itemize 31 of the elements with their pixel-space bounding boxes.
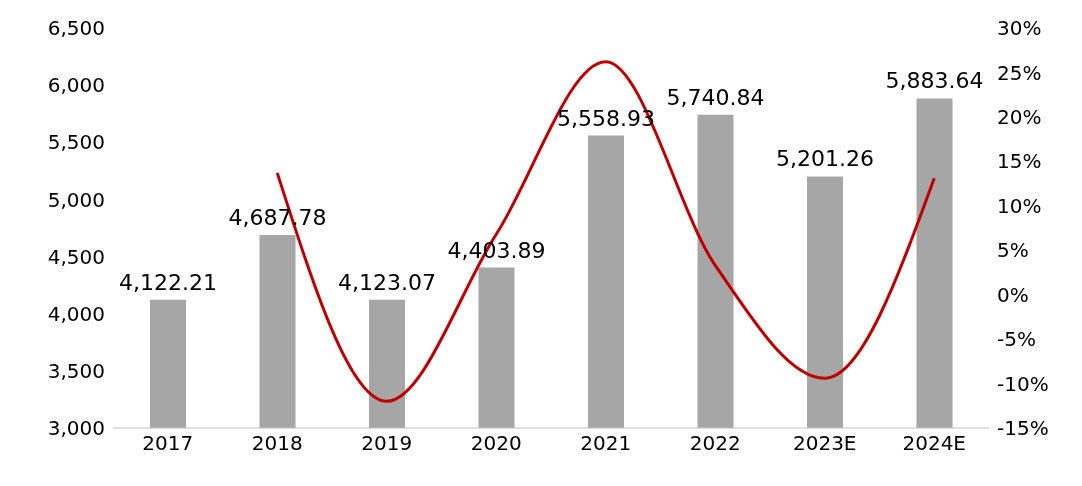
- y2-tick-label: 15%: [997, 149, 1042, 174]
- y2-tick-label: 0%: [997, 282, 1029, 307]
- y-tick-label: 4,000: [47, 301, 105, 326]
- y2-tick-label: 5%: [997, 238, 1029, 263]
- data-label: 4,122.21: [119, 269, 217, 295]
- y-tick-label: 3,000: [47, 416, 105, 441]
- y2-tick-label: -5%: [997, 327, 1036, 352]
- y2-tick-label: -10%: [997, 371, 1049, 396]
- x-tick-label: 2022: [689, 431, 741, 456]
- x-tick-label: 2017: [142, 431, 194, 456]
- data-label: 5,883.64: [885, 68, 984, 94]
- y-tick-label: 5,500: [47, 130, 105, 155]
- y-tick-label: 3,500: [47, 358, 105, 383]
- y2-tick-label: 30%: [997, 16, 1042, 41]
- data-label: 5,201.26: [776, 146, 874, 172]
- y2-tick-label: 20%: [997, 104, 1042, 129]
- y-tick-label: 5,000: [47, 187, 105, 212]
- x-tick-label: 2019: [361, 431, 413, 456]
- y-tick-label: 4,500: [47, 244, 105, 269]
- x-tick-label: 2018: [251, 431, 303, 456]
- y2-tick-label: 25%: [997, 60, 1042, 85]
- y-tick-label: 6,500: [47, 16, 105, 41]
- y2-tick-label: -15%: [997, 416, 1049, 441]
- x-tick-label: 2021: [580, 431, 632, 456]
- y-tick-label: 6,000: [47, 73, 105, 98]
- data-label: 4,123.07: [338, 269, 436, 295]
- x-tick-label: 2020: [470, 431, 522, 456]
- x-tick-label: 2024E: [902, 431, 967, 456]
- x-tick-label: 2023E: [792, 431, 857, 456]
- y2-tick-label: 10%: [997, 193, 1042, 218]
- data-label: 5,740.84: [666, 84, 765, 110]
